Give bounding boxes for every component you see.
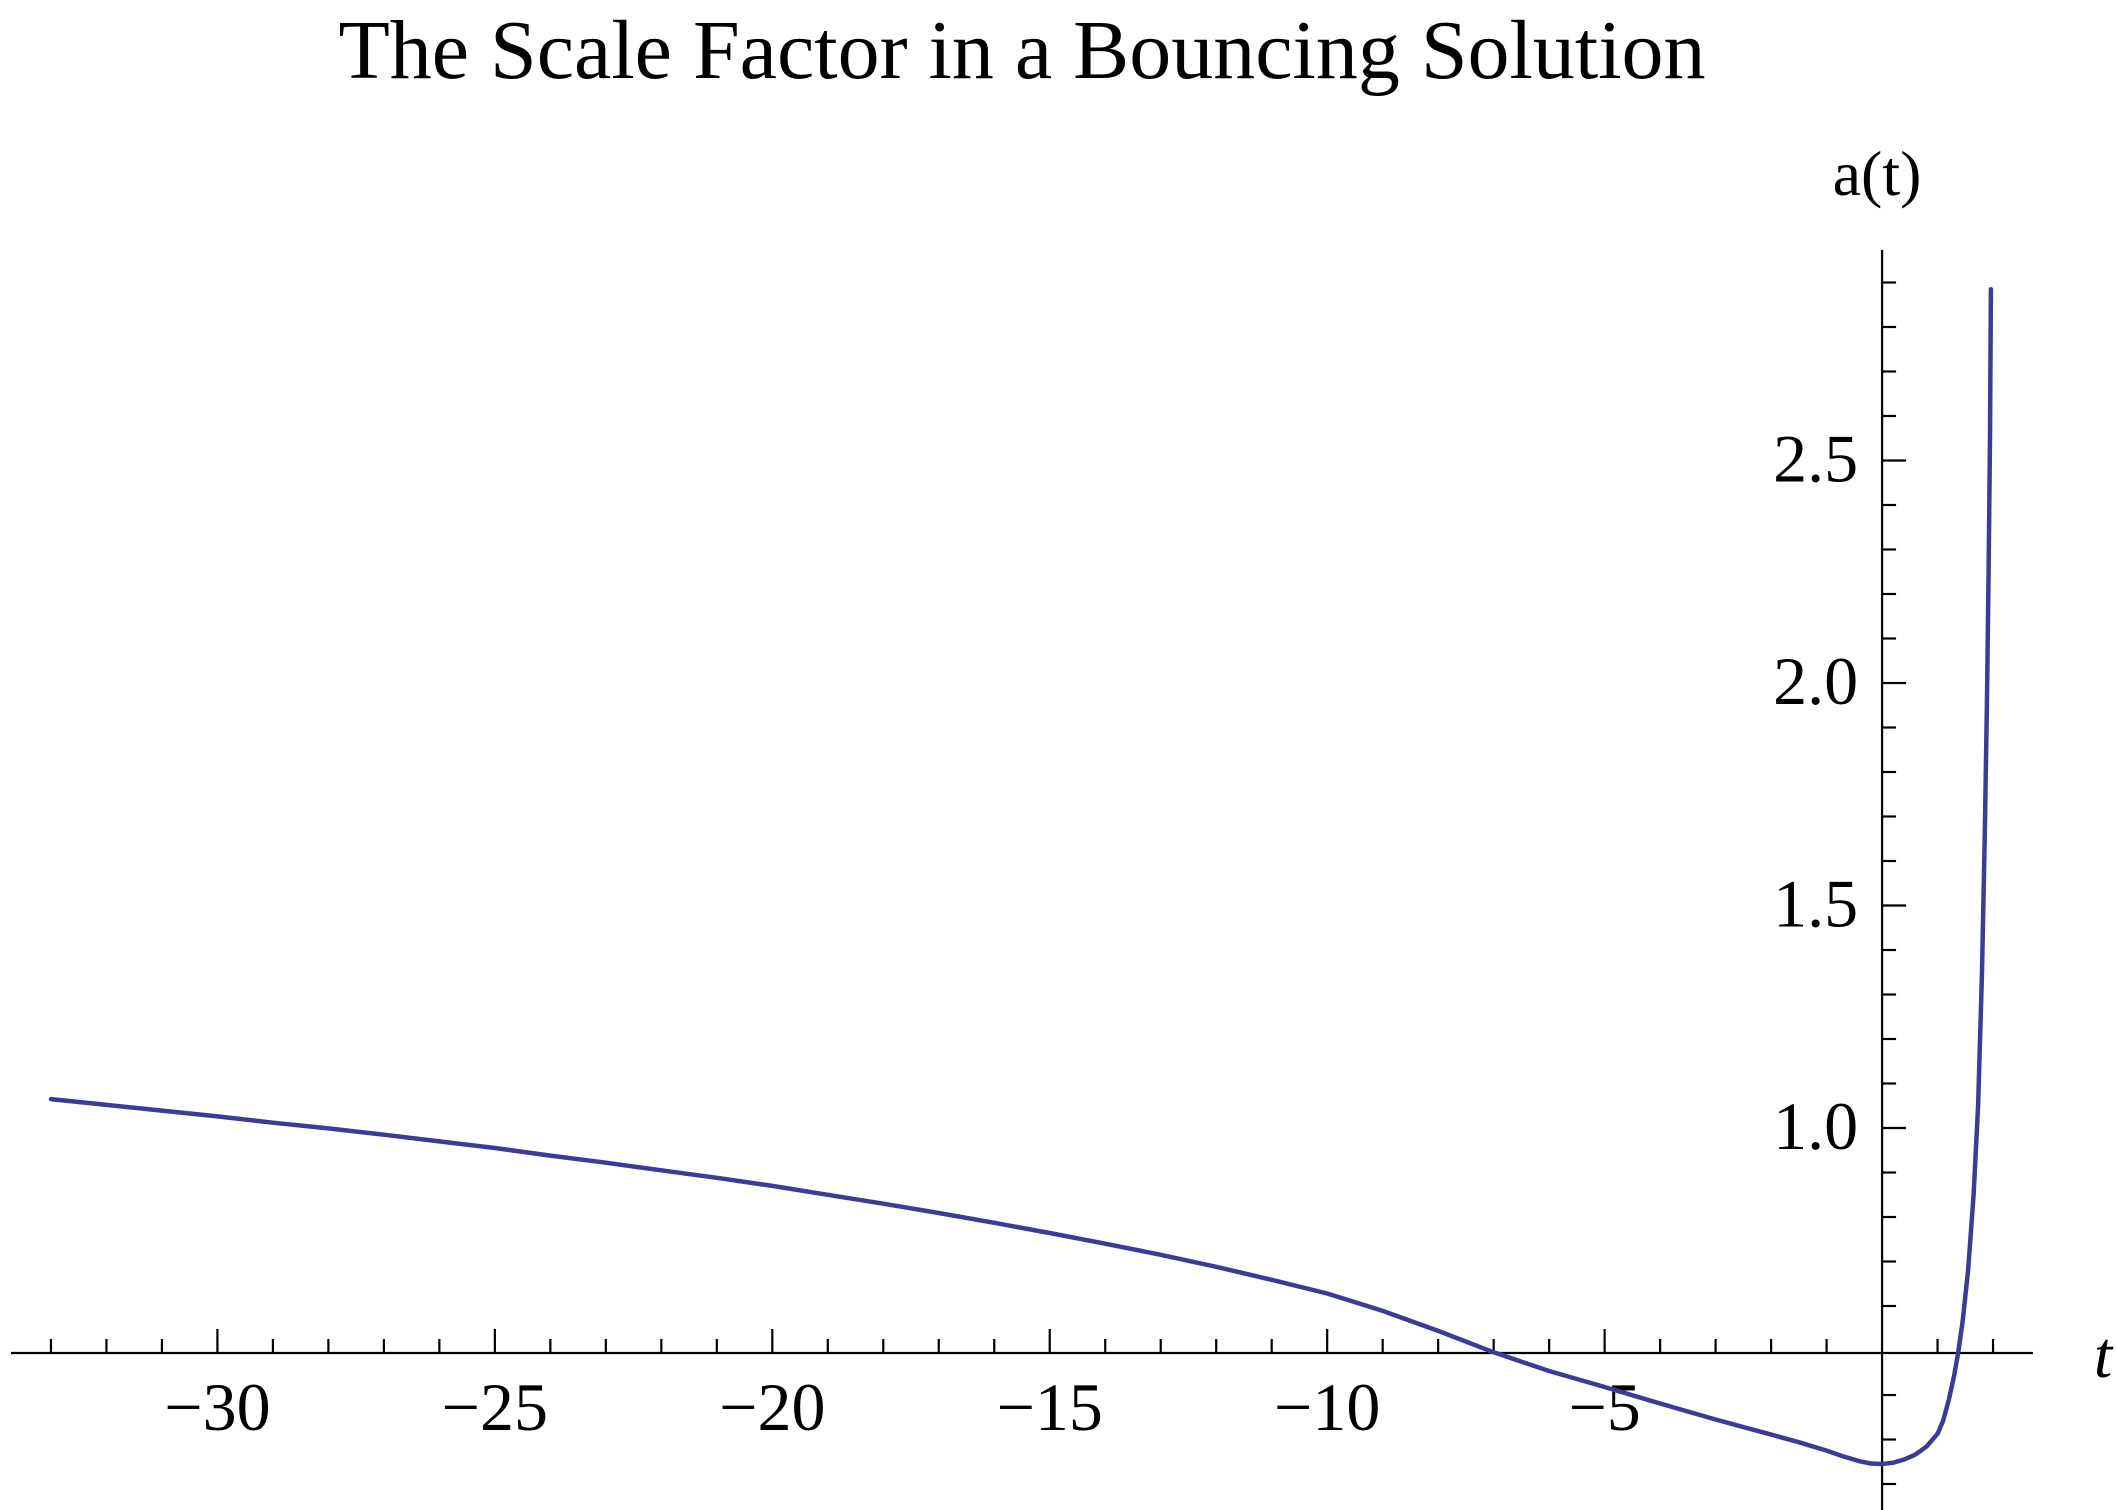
chart-title: The Scale Factor in a Bouncing Solution [338,4,1706,97]
y-axis-title: a(t) [1832,138,1922,209]
x-tick-label: −15 [997,1369,1103,1445]
y-tick-label: 2.5 [1773,420,1858,496]
x-tick-label: −10 [1274,1369,1380,1445]
y-tick-label: 1.5 [1773,865,1858,941]
x-axis-title: t [2093,1319,2113,1392]
y-tick-label: 2.0 [1773,643,1858,719]
x-tick-label: −30 [164,1369,270,1445]
scale-factor-curve [48,286,1994,1467]
x-tick-label: −25 [442,1369,548,1445]
y-tick-label: 1.0 [1773,1088,1858,1164]
x-tick-label: −20 [719,1369,825,1445]
